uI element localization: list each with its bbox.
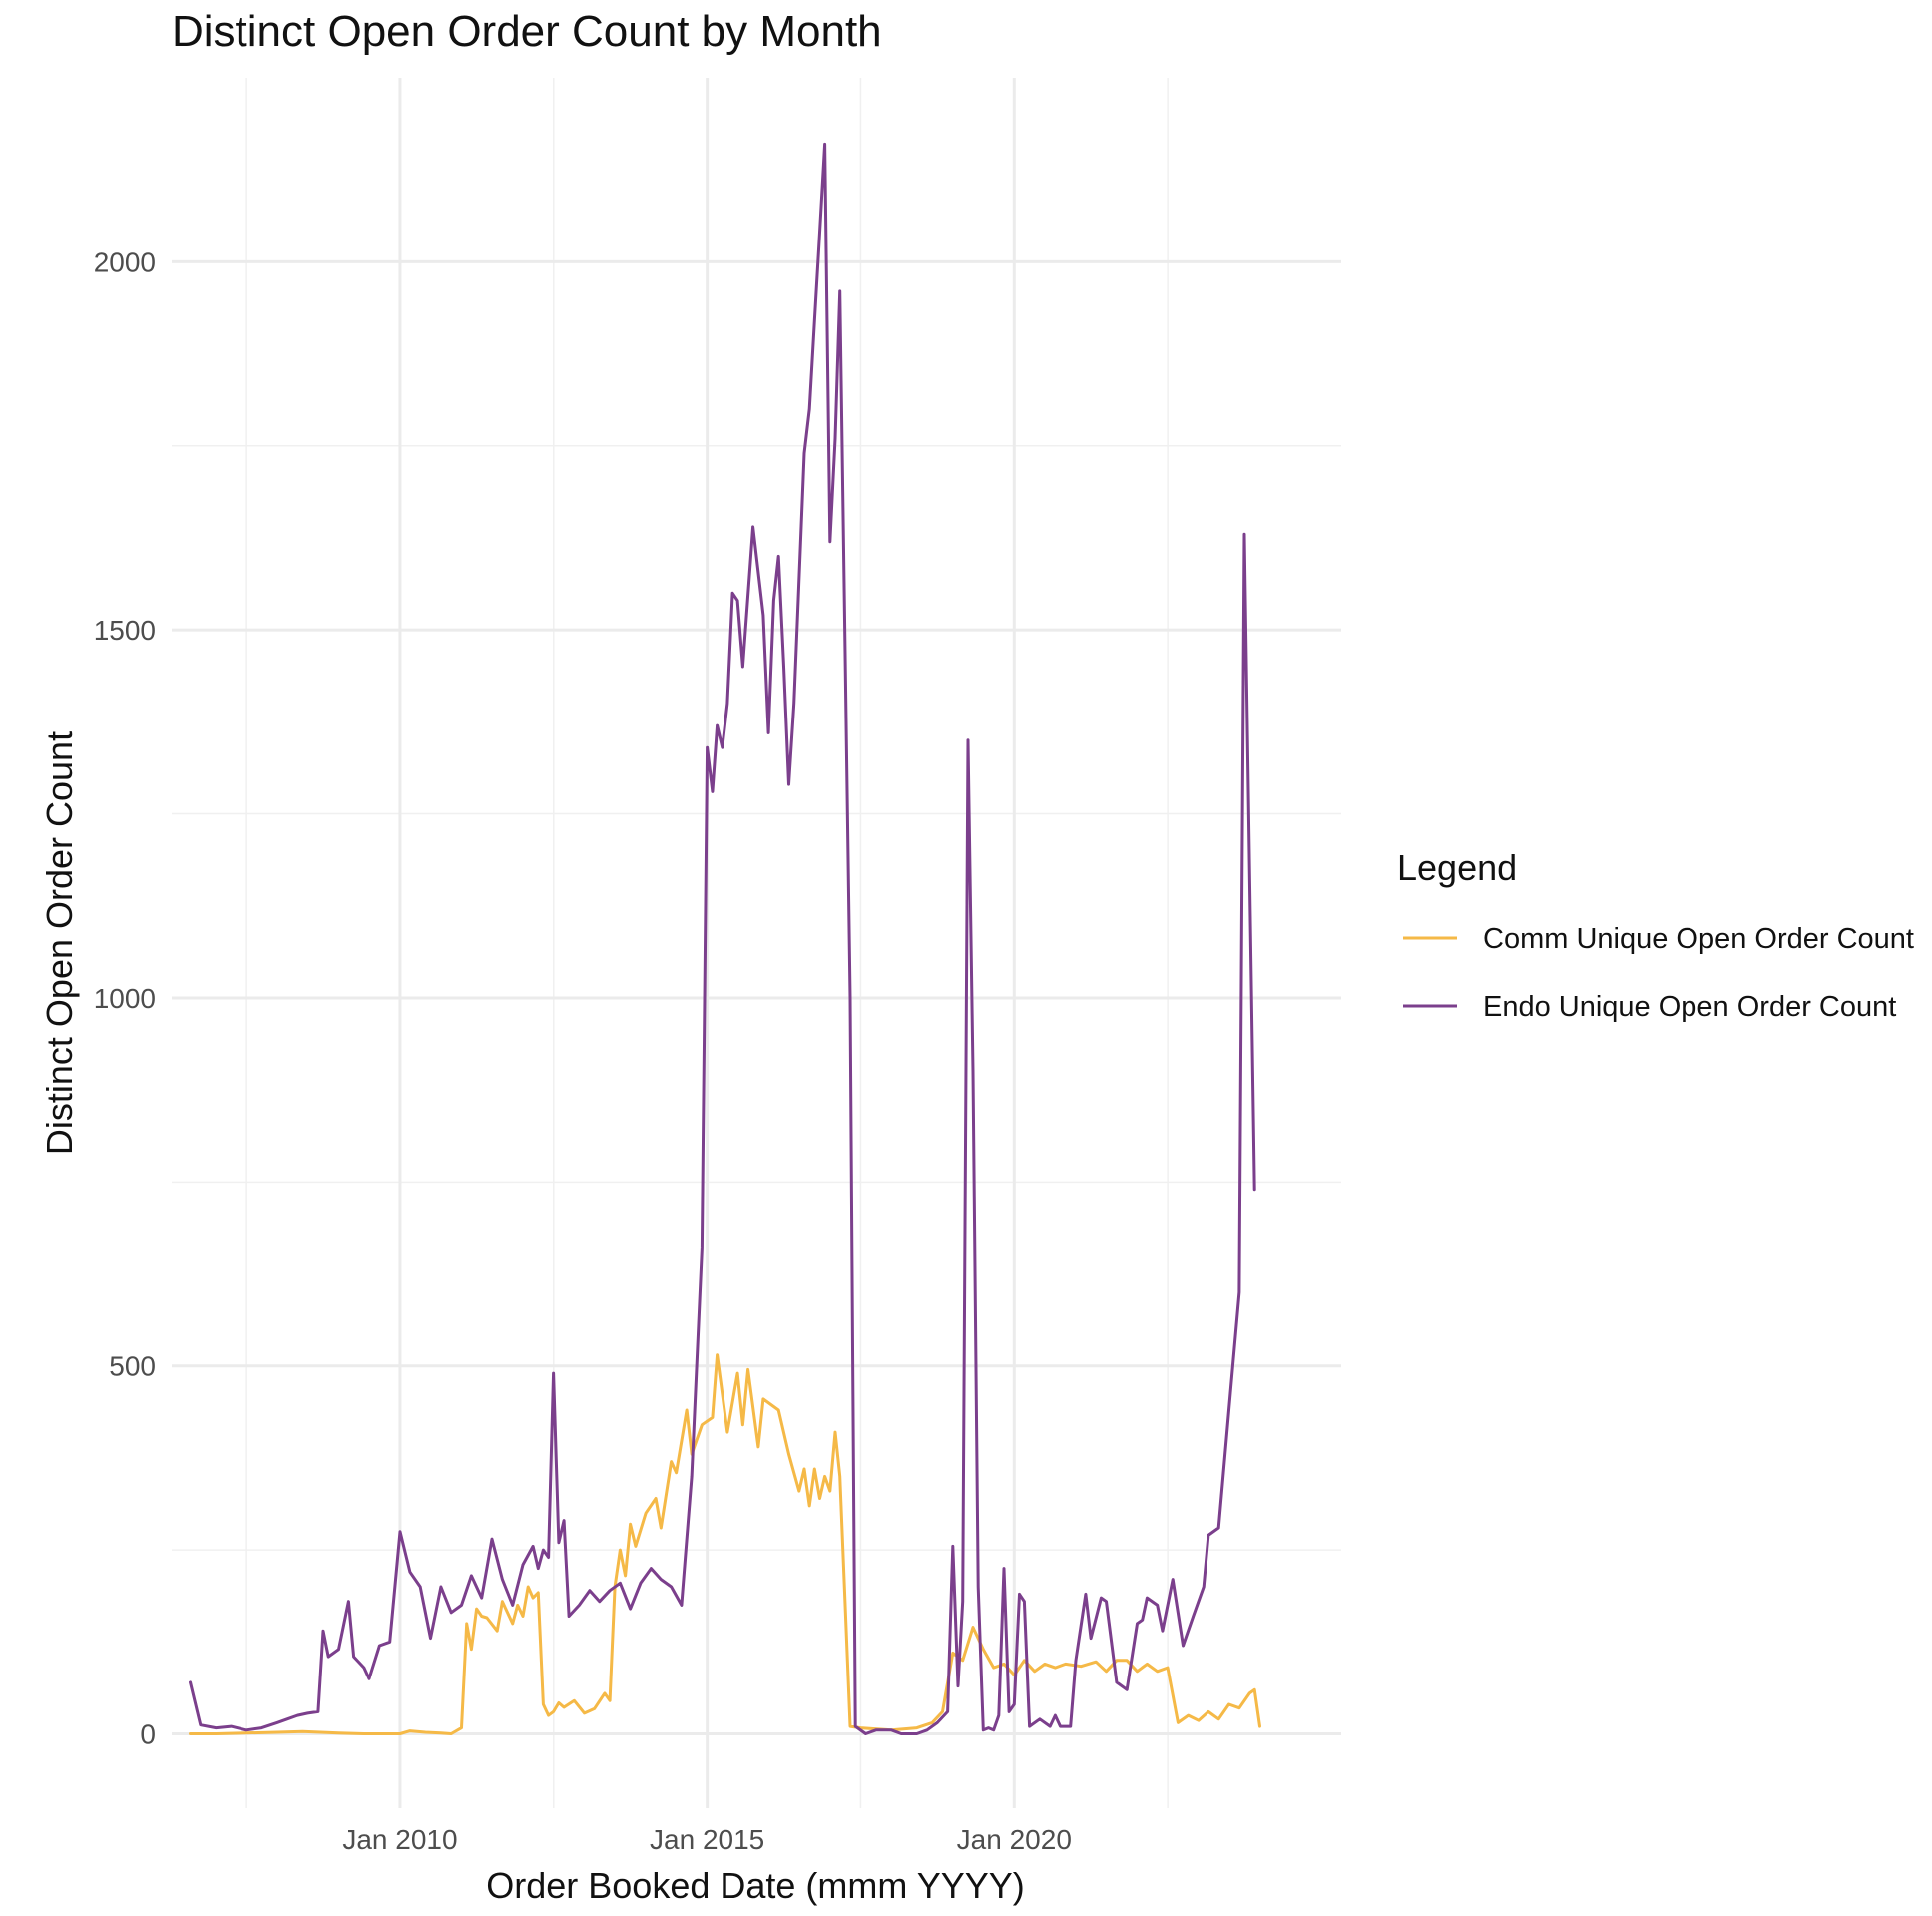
grid xyxy=(172,78,1341,1808)
x-tick-label: Jan 2015 xyxy=(650,1824,764,1855)
legend-items: Comm Unique Open Order Count Endo Unique … xyxy=(1403,923,1914,1023)
legend: Legend Comm Unique Open Order Count Endo … xyxy=(1397,847,1914,1023)
series-line-1 xyxy=(189,1353,1261,1735)
y-tick-label: 2000 xyxy=(94,246,156,277)
y-tick-label: 0 xyxy=(140,1719,156,1750)
series-lines xyxy=(189,142,1261,1735)
axes: 0 500 1000 1500 2000 Jan 2010 Jan 2015 Jan 2020 xyxy=(94,246,1072,1855)
x-axis-title: Order Booked Date (mmm YYYY) xyxy=(486,1865,1025,1906)
y-axis-title: Distinct Open Order Count xyxy=(39,731,80,1155)
x-tick-label: Jan 2020 xyxy=(957,1824,1072,1855)
y-tick-label: 1000 xyxy=(94,983,156,1014)
legend-label-2: Endo Unique Open Order Count xyxy=(1483,991,1896,1023)
series-line-2 xyxy=(189,142,1256,1735)
y-tick-label: 1500 xyxy=(94,615,156,646)
y-tick-label: 500 xyxy=(109,1351,156,1382)
legend-label-1: Comm Unique Open Order Count xyxy=(1483,923,1914,955)
x-tick-label: Jan 2010 xyxy=(342,1824,457,1855)
legend-title: Legend xyxy=(1397,847,1517,888)
chart-title: Distinct Open Order Count by Month xyxy=(172,7,882,56)
